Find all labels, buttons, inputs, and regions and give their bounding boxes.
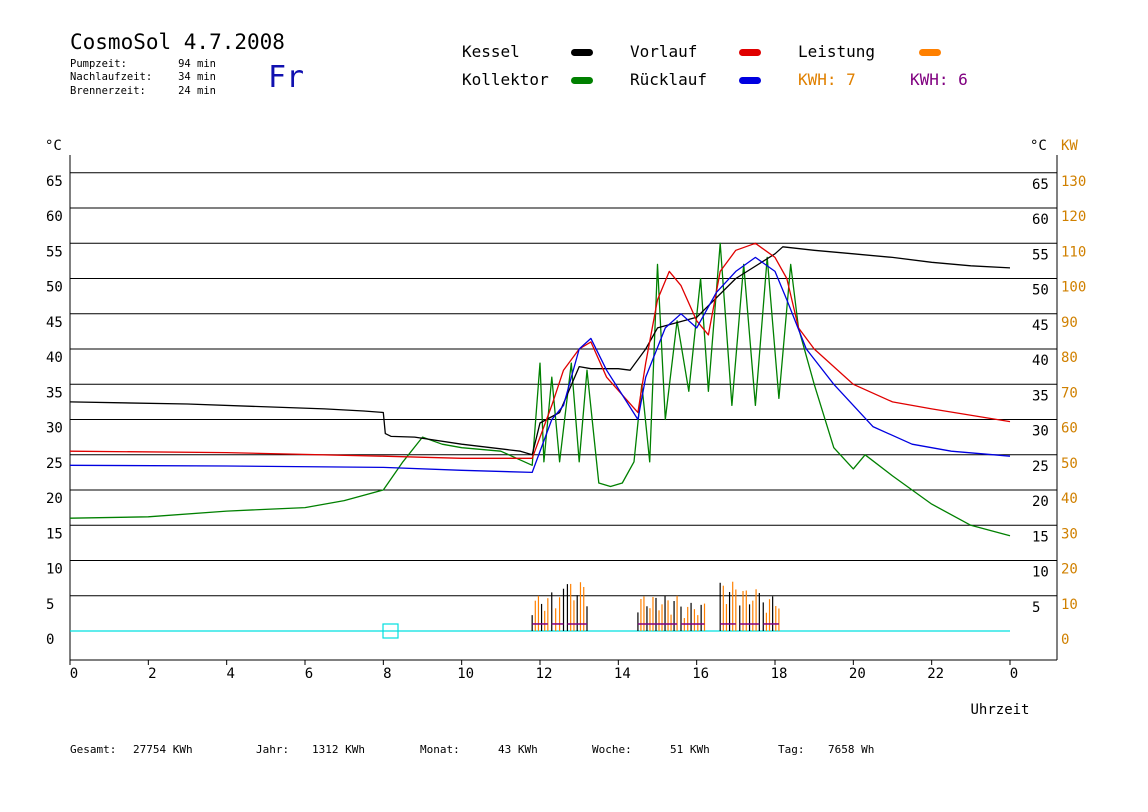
kw-tick: 120	[1061, 209, 1086, 225]
y-right-tick: 45	[1032, 318, 1049, 334]
legend-kwh-b: KWH: 6	[910, 70, 968, 89]
y-left-tick: 25	[46, 456, 63, 472]
legend-ruecklauf-swatch	[739, 77, 761, 84]
footer-gesamt-value: 27754 KWh	[133, 743, 193, 756]
y-right-tick: 15	[1032, 529, 1049, 545]
series-line-ruecklauf	[69, 256, 1011, 474]
y-left-tick: 10	[46, 562, 63, 578]
y-right-tick: 60	[1032, 212, 1049, 228]
y-left-tick: 30	[46, 421, 63, 437]
legend-kollektor-swatch	[571, 77, 593, 84]
kw-tick: 40	[1061, 491, 1078, 507]
kw-tick: 110	[1061, 244, 1086, 260]
y-left-tick: 60	[46, 209, 63, 225]
y-left-unit: °C	[45, 138, 62, 154]
stat-pumpzeit: Pumpzeit: 94 min	[70, 58, 216, 70]
kw-tick: 70	[1061, 385, 1078, 401]
legend-vorlauf-label: Vorlauf	[630, 42, 698, 61]
x-tick-label: 4	[226, 666, 234, 682]
legend-leistung-swatch	[919, 49, 941, 56]
y-right-tick: 10	[1032, 565, 1049, 581]
x-tick-label: 22	[927, 666, 944, 682]
x-tick-label: 16	[692, 666, 709, 682]
kw-tick: 60	[1061, 421, 1078, 437]
y-right-unit: °C	[1030, 138, 1047, 154]
x-tick-label: 10	[457, 666, 474, 682]
kw-tick: 20	[1061, 562, 1078, 578]
kw-tick: 130	[1061, 174, 1086, 190]
stat-value: 34 min	[178, 71, 216, 83]
y-right-tick: 20	[1032, 494, 1049, 510]
y-left-tick: 0	[46, 632, 54, 648]
y-right-tick: 55	[1032, 247, 1049, 263]
stat-label: Brennerzeit:	[70, 85, 146, 97]
stat-label: Nachlaufzeit:	[70, 71, 153, 83]
footer-tag-label: Tag:	[778, 743, 805, 756]
series-line-vorlauf	[69, 242, 1011, 459]
stat-value: 24 min	[178, 85, 216, 97]
series-line-kessel	[69, 246, 1011, 456]
y-right-tick: 65	[1032, 177, 1049, 193]
legend-ruecklauf-label: Rücklauf	[630, 70, 708, 89]
legend-kessel-swatch	[571, 49, 593, 56]
footer-jahr-value: 1312 KWh	[312, 743, 365, 756]
legend-leistung-label: Leistung	[798, 42, 876, 61]
kw-tick: 80	[1061, 350, 1078, 366]
y-left-tick: 50	[46, 280, 63, 296]
y-left-tick: 20	[46, 491, 63, 507]
y-left-tick: 35	[46, 385, 63, 401]
stat-label: Pumpzeit:	[70, 58, 127, 70]
kw-tick: 30	[1061, 526, 1078, 542]
kw-unit: KW	[1061, 138, 1078, 154]
y-right-tick: 40	[1032, 353, 1049, 369]
kw-tick: 10	[1061, 597, 1078, 613]
y-right-tick: 50	[1032, 283, 1049, 299]
footer-gesamt-label: Gesamt:	[70, 743, 117, 756]
footer-monat-label: Monat:	[420, 743, 460, 756]
x-tick-label: 6	[305, 666, 313, 682]
legend-vorlauf-swatch	[739, 49, 761, 56]
x-tick-label: 18	[771, 666, 788, 682]
series-line-kollektor	[69, 242, 1011, 537]
x-tick-label: 14	[614, 666, 631, 682]
kw-tick: 0	[1061, 632, 1069, 648]
kw-tick: 90	[1061, 315, 1078, 331]
x-tick-label: 2	[148, 666, 156, 682]
y-right-tick: 35	[1032, 388, 1049, 404]
y-left-tick: 65	[46, 174, 63, 190]
app-title: CosmoSol 4.7.2008	[70, 30, 285, 54]
stat-brennerzeit: Brennerzeit: 24 min	[70, 85, 216, 97]
footer-woche-value: 51 KWh	[670, 743, 710, 756]
x-tick-label: 0	[1010, 666, 1018, 682]
y-left-tick: 45	[46, 315, 63, 331]
y-right-tick: 25	[1032, 459, 1049, 475]
stat-value: 94 min	[178, 58, 216, 70]
footer-monat-value: 43 KWh	[498, 743, 538, 756]
footer-woche-label: Woche:	[592, 743, 632, 756]
legend-kwh-a: KWH: 7	[798, 70, 856, 89]
marker-square	[382, 623, 399, 639]
kw-tick: 50	[1061, 456, 1078, 472]
footer-tag-value: 7658 Wh	[828, 743, 875, 756]
y-right-tick: 5	[1032, 600, 1040, 616]
x-axis-label: Uhrzeit	[970, 702, 1029, 718]
y-left-tick: 15	[46, 526, 63, 542]
weekday-label: Fr	[268, 60, 305, 95]
y-right-tick: 30	[1032, 424, 1049, 440]
y-left-tick: 5	[46, 597, 54, 613]
footer-jahr-label: Jahr:	[256, 743, 290, 756]
y-left-tick: 55	[46, 244, 63, 260]
legend-kessel-label: Kessel	[462, 42, 520, 61]
y-left-tick: 40	[46, 350, 63, 366]
x-tick-label: 0	[70, 666, 78, 682]
x-tick-label: 8	[383, 666, 391, 682]
stat-nachlaufzeit: Nachlaufzeit: 34 min	[70, 71, 216, 83]
x-tick-label: 20	[849, 666, 866, 682]
legend-kollektor-label: Kollektor	[462, 70, 549, 89]
kw-tick: 100	[1061, 280, 1086, 296]
x-tick-label: 12	[536, 666, 553, 682]
